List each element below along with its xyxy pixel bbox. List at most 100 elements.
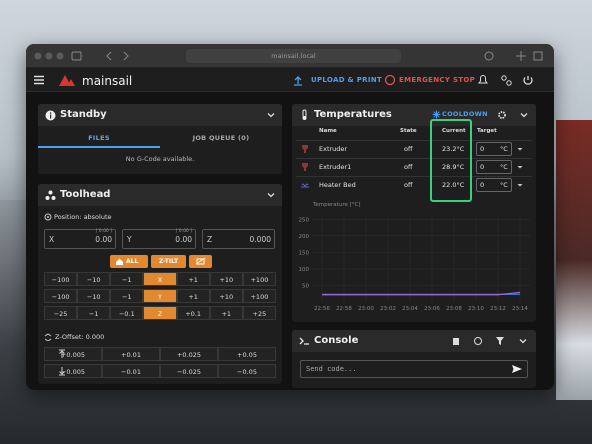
position-mode: Position: absolute	[54, 213, 112, 221]
x-tick-label: 23:06	[424, 306, 440, 312]
move-button[interactable]: +10	[209, 272, 243, 286]
y-tick-label: 100	[299, 267, 310, 273]
x-tick-label: 23:02	[380, 306, 396, 312]
z-offset-button[interactable]: −0.01	[102, 364, 160, 378]
thermo-icon	[302, 109, 307, 120]
heater-icon	[302, 145, 308, 153]
empty-state: No G-Code available.	[125, 155, 195, 163]
move-button[interactable]: −1	[77, 306, 111, 320]
y-tick-label: 250	[299, 217, 310, 223]
x-tick-label: 22:58	[336, 306, 352, 312]
title-bar: mainsail.local	[26, 44, 554, 68]
z-tilt[interactable]: Z-TILT	[151, 255, 186, 268]
x-tick-label: 23:08	[446, 306, 462, 312]
home-icon	[116, 258, 123, 265]
target-value: 0	[480, 163, 485, 171]
y-tick-label: 150	[299, 250, 310, 256]
z-offset-button[interactable]: −0.005	[44, 364, 102, 378]
temperature-chart: Temperature [°C] 50 100 150 200 250 22:56 22:58…	[299, 202, 530, 312]
temperature-line	[322, 291, 521, 296]
cooldown-button[interactable]: COOLDOWN	[442, 110, 488, 118]
axis-input[interactable]	[122, 229, 196, 249]
axis-value: 0.00	[175, 235, 192, 244]
axis-button[interactable]: Z	[143, 306, 177, 320]
move-button[interactable]: −10	[77, 272, 111, 286]
target-dropdown	[517, 166, 523, 169]
move-button[interactable]: +100	[242, 289, 276, 303]
target-input[interactable]	[476, 178, 512, 192]
z-offset-button[interactable]: +0.05	[218, 347, 276, 361]
move-button[interactable]: +1	[209, 306, 243, 320]
axis-target: [ 0.00 ]	[95, 229, 112, 234]
heater-icon	[302, 163, 308, 171]
axis-input[interactable]	[202, 229, 275, 249]
x-tick-label: 22:56	[314, 306, 330, 312]
z-offset-button[interactable]: −0.05	[218, 364, 276, 378]
axis-value: 0.00	[95, 235, 112, 244]
heater-current: 28.9°C	[442, 163, 465, 171]
console-icon	[299, 337, 309, 345]
x-tick-label: 23:14	[512, 306, 528, 312]
column-header: Name	[319, 128, 337, 134]
home-all-label: ALL	[126, 258, 139, 265]
settings	[498, 111, 506, 119]
move-button[interactable]: −100	[44, 272, 78, 286]
console-input[interactable]	[300, 360, 528, 378]
move-button[interactable]: −10	[77, 289, 111, 303]
target-input[interactable]	[476, 160, 512, 174]
y-tick-label: 50	[302, 283, 309, 289]
toolhead-panel-title: Toolhead	[60, 189, 111, 200]
z-offset-button[interactable]: +0.005	[44, 347, 102, 361]
move-button[interactable]: +100	[242, 272, 276, 286]
emergency-stop: EMERGENCY STOP	[399, 76, 476, 84]
console-placeholder: Send code...	[306, 365, 357, 373]
column-header: Target	[477, 128, 497, 134]
move-button[interactable]: −100	[44, 289, 78, 303]
axis-label: Y	[127, 235, 132, 244]
x-tick-label: 23:10	[468, 306, 484, 312]
z-offset-button[interactable]: −0.025	[160, 364, 218, 378]
tab[interactable]: FILES	[88, 134, 110, 142]
heater-state: off	[404, 181, 413, 189]
axis-button[interactable]: X	[143, 272, 177, 286]
current-highlight	[430, 119, 472, 202]
axis-label: Z	[207, 235, 213, 244]
z-offset-button[interactable]: +0.025	[160, 347, 218, 361]
heater-name: Heater Bed	[319, 181, 356, 189]
browser-controls	[34, 49, 543, 63]
info-icon	[45, 110, 56, 121]
url[interactable]: mainsail.local	[271, 52, 316, 60]
target-dropdown	[517, 184, 523, 187]
header-icons	[34, 74, 533, 86]
move-button[interactable]: +1	[176, 272, 210, 286]
temperatures-panel-header	[292, 104, 536, 126]
send-icon	[512, 365, 522, 373]
z-offset-button[interactable]: +0.01	[102, 347, 160, 361]
move-button[interactable]: −1	[110, 272, 144, 286]
brand: mainsail	[82, 74, 133, 88]
heater-state: off	[404, 163, 413, 171]
move-button[interactable]: +25	[242, 306, 276, 320]
move-button[interactable]: +0.1	[176, 306, 210, 320]
snowflake	[432, 110, 441, 119]
target-input[interactable]	[476, 142, 512, 156]
move-button[interactable]: +10	[209, 289, 243, 303]
x-tick-label: 23:00	[358, 306, 374, 312]
row-divider	[296, 176, 532, 177]
upload-print: UPLOAD & PRINT	[311, 76, 382, 84]
console-panel-title: Console	[314, 335, 359, 346]
axis-button[interactable]: Y	[143, 289, 177, 303]
chevron	[267, 113, 275, 118]
heater-state: off	[404, 145, 413, 153]
tab[interactable]: JOB QUEUE (0)	[192, 134, 250, 142]
move-button[interactable]: −0.1	[110, 306, 144, 320]
move-button[interactable]: −1	[110, 289, 144, 303]
move-button[interactable]: +1	[176, 289, 210, 303]
axis-input[interactable]	[44, 229, 116, 249]
console-panel-header	[292, 330, 536, 352]
move-button[interactable]: −25	[44, 306, 78, 320]
chevron	[267, 193, 275, 198]
pagoda	[556, 120, 592, 400]
target-value: 0	[480, 181, 485, 189]
